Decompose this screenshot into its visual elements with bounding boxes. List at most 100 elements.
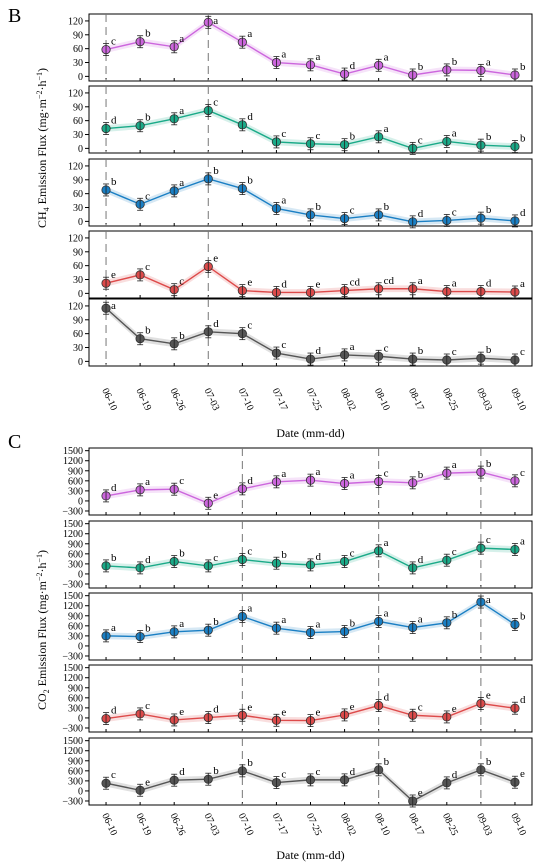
significance-letter: c: [384, 342, 389, 354]
significance-letter: b: [486, 756, 492, 768]
significance-letter: b: [179, 548, 185, 560]
y-tick-label: 90: [73, 315, 83, 326]
significance-letter: e: [247, 701, 252, 713]
significance-letter: b: [384, 201, 390, 213]
significance-letter: a: [316, 619, 321, 631]
y-tick-label: 900: [68, 756, 83, 767]
significance-letter: b: [111, 176, 117, 188]
significance-letter: a: [316, 466, 321, 478]
significance-letter: a: [247, 602, 252, 614]
x-tick-label: 06-26: [167, 812, 187, 838]
ch4-subplot-4: 0 30 60 90 120 e c c e e d e cd cd a a d a: [68, 230, 533, 300]
significance-letter: d: [111, 115, 117, 127]
panel-c-label: C: [8, 431, 21, 453]
significance-letter: b: [486, 131, 492, 143]
significance-letter: a: [145, 476, 150, 488]
x-axis-label: Date (mm-dd): [276, 426, 344, 440]
significance-letter: b: [520, 61, 526, 73]
significance-letter: d: [247, 111, 253, 123]
significance-letter: a: [281, 194, 286, 206]
significance-letter: d: [316, 345, 322, 357]
significance-letter: b: [486, 344, 492, 356]
ch4-subplot-3: 0 30 60 90 120 b c a b b a b c b d c b d: [68, 158, 533, 229]
significance-letter: a: [452, 459, 457, 471]
significance-letter: c: [145, 261, 150, 273]
significance-letter: d: [111, 482, 117, 494]
subplot-frame: [88, 737, 533, 806]
significance-letter: a: [281, 614, 286, 626]
significance-letter: d: [213, 704, 219, 716]
y-tick-label: 600: [68, 549, 83, 560]
significance-letter: b: [452, 609, 458, 621]
y-tick-label: 1200: [63, 746, 83, 757]
x-tick-label: 08-10: [372, 812, 392, 838]
x-tick-label: 06-10: [99, 387, 119, 413]
significance-letter: c: [247, 320, 252, 332]
y-tick-label: 900: [68, 611, 83, 622]
significance-letter: cd: [384, 275, 395, 287]
significance-letter: c: [316, 130, 321, 142]
y-tick-label: −300: [62, 651, 83, 662]
significance-letter: b: [145, 112, 151, 124]
y-tick-label: 900: [68, 466, 83, 477]
significance-letter: a: [520, 535, 525, 547]
x-tick-label: 06-26: [167, 387, 187, 413]
significance-letter: b: [520, 133, 526, 145]
significance-letter: c: [111, 769, 116, 781]
y-tick-label: 30: [73, 275, 83, 286]
significance-letter: b: [486, 204, 492, 216]
significance-letter: c: [281, 339, 286, 351]
y-tick-label: −300: [62, 723, 83, 734]
significance-letter: e: [452, 703, 457, 715]
significance-letter: b: [384, 756, 390, 768]
significance-letter: b: [213, 616, 219, 628]
significance-letter: b: [145, 623, 151, 635]
significance-letter: c: [247, 546, 252, 558]
significance-letter: a: [281, 468, 286, 480]
y-tick-label: 300: [68, 703, 83, 714]
significance-letter: d: [418, 208, 424, 220]
y-tick-label: 120: [68, 16, 83, 27]
significance-letter: b: [111, 552, 117, 564]
y-tick-label: 120: [68, 161, 83, 172]
significance-letter: a: [452, 278, 457, 290]
y-tick-label: 300: [68, 559, 83, 570]
significance-letter: b: [213, 765, 219, 777]
significance-letter: c: [179, 475, 184, 487]
significance-letter: a: [316, 51, 321, 63]
y-tick-label: 1500: [63, 591, 83, 602]
significance-letter: d: [111, 705, 117, 717]
y-tick-label: 90: [73, 30, 83, 41]
ch4-subplot-1: 0 30 60 90 120 c b a a a a a d a b b a b: [68, 13, 533, 83]
significance-letter: a: [520, 278, 525, 290]
y-tick-label: 600: [68, 766, 83, 777]
y-tick-label: 1500: [63, 663, 83, 674]
significance-letter: c: [213, 552, 218, 564]
significance-letter: d: [452, 769, 458, 781]
ch4-subplot-5: 0 30 60 90 120 a b b d c c d a c b c b c: [68, 298, 533, 368]
significance-letter: a: [384, 607, 389, 619]
significance-letter: b: [145, 28, 151, 40]
x-tick-label: 07-10: [236, 387, 256, 413]
significance-letter: a: [452, 127, 457, 139]
significance-letter: c: [418, 134, 423, 146]
significance-letter: b: [213, 165, 219, 177]
x-tick-label: 07-10: [236, 812, 256, 838]
panel-b-label: B: [8, 5, 21, 27]
significance-letter: d: [145, 554, 151, 566]
y-axis-label: CO2 Emission Flux (mg·m−2·h−1): [35, 550, 51, 710]
significance-letter: a: [179, 105, 184, 117]
significance-letter: d: [418, 554, 424, 566]
x-tick-label: 08-25: [440, 387, 460, 413]
series-band: [106, 304, 515, 364]
significance-letter: c: [384, 468, 389, 480]
significance-letter: c: [316, 766, 321, 778]
significance-letter: d: [281, 278, 287, 290]
significance-letter: b: [316, 201, 322, 213]
x-tick-label: 08-10: [372, 387, 392, 413]
